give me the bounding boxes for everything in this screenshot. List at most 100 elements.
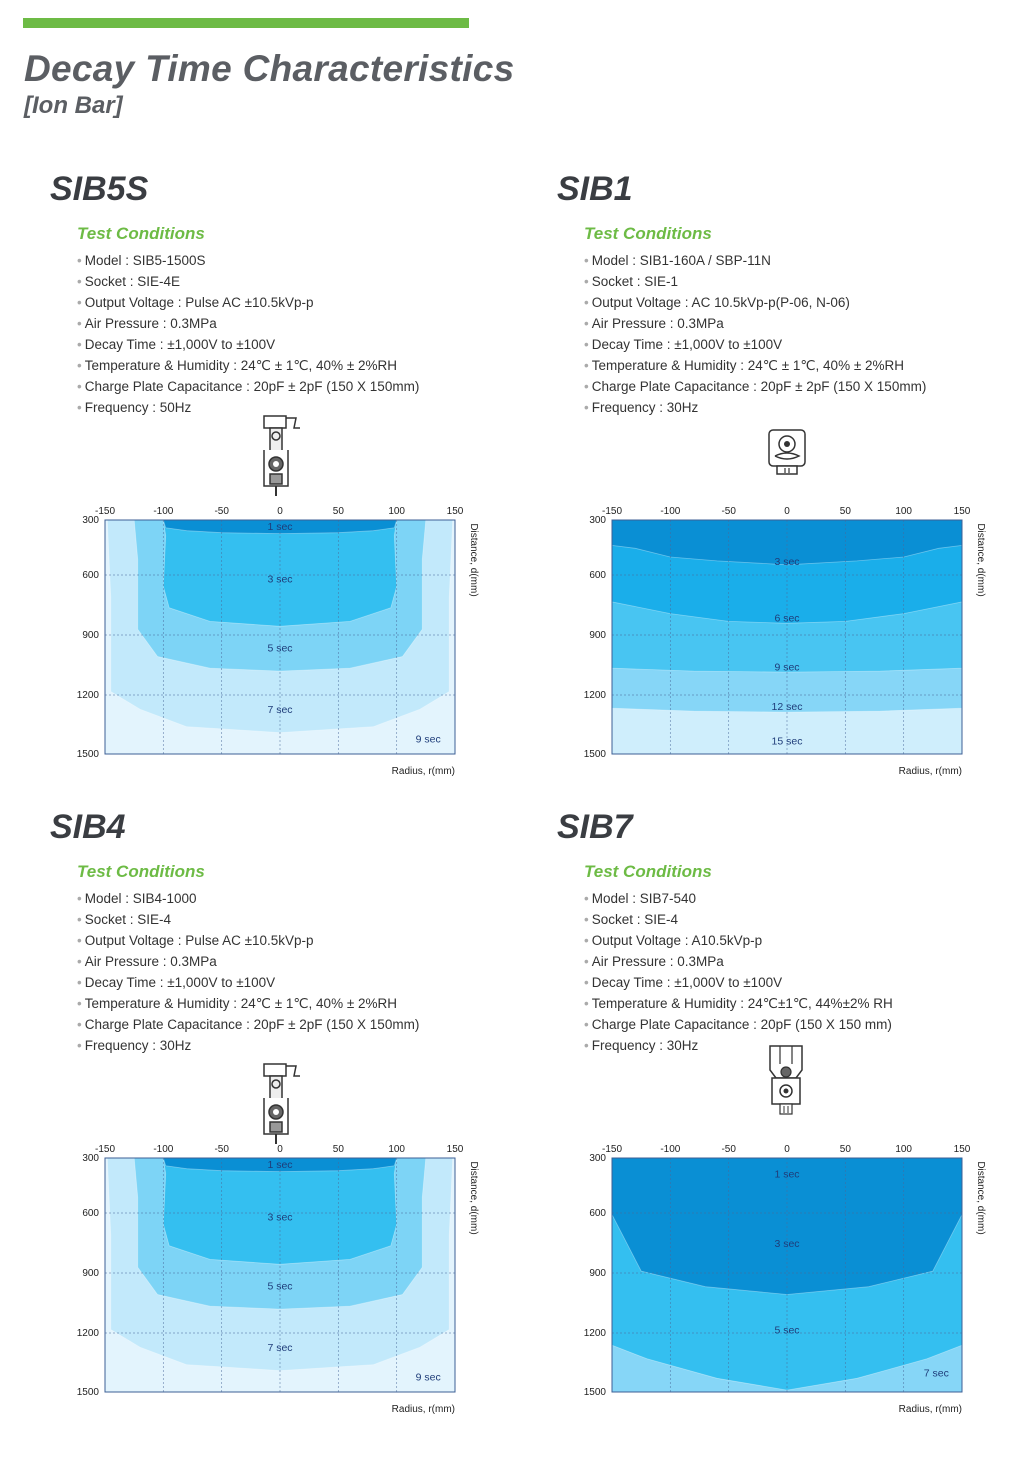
condition-item: • Frequency : 30Hz	[77, 1038, 192, 1053]
x-tick-label: -150	[95, 506, 115, 517]
decay-zone-area	[162, 519, 398, 535]
condition-item: • Air Pressure : 0.3MPa	[584, 954, 724, 969]
x-tick-label: -50	[214, 1144, 229, 1155]
x-axis-title: Radius, r(mm)	[899, 1404, 962, 1415]
condition-text: Model : SIB1-160A / SBP-11N	[591, 253, 771, 268]
x-tick-label: -100	[660, 1144, 680, 1155]
zone-label: 5 sec	[774, 1325, 799, 1337]
y-tick-label: 1200	[584, 690, 607, 701]
condition-text: Temperature & Humidity : 24℃ ± 1℃, 40% ±…	[591, 358, 904, 373]
test-conditions-heading: Test Conditions	[584, 862, 712, 881]
condition-text: Socket : SIE-4E	[84, 274, 181, 289]
y-tick-label: 1200	[584, 1328, 607, 1339]
x-axis-title: Radius, r(mm)	[899, 766, 962, 777]
y-tick-label: 900	[589, 1268, 606, 1279]
condition-text: Charge Plate Capacitance : 20pF ± 2pF (1…	[84, 1017, 420, 1032]
condition-text: Air Pressure : 0.3MPa	[84, 316, 217, 331]
zone-label: 7 sec	[924, 1368, 949, 1380]
zone-label: 9 sec	[416, 1371, 441, 1383]
x-tick-label: 150	[954, 506, 971, 517]
condition-item: • Model : SIB5-1500S	[77, 253, 206, 268]
condition-text: Frequency : 30Hz	[591, 400, 699, 415]
condition-item: • Charge Plate Capacitance : 20pF ± 2pF (…	[584, 379, 927, 394]
condition-item: • Output Voltage : AC 10.5kVp-p(P-06, N-0…	[584, 295, 850, 310]
x-tick-label: 0	[784, 506, 790, 517]
y-tick-label: 300	[589, 515, 606, 526]
y-tick-label: 1200	[77, 690, 100, 701]
zone-label: 1 sec	[267, 1159, 292, 1171]
y-tick-label: 1200	[77, 1328, 100, 1339]
condition-item: • Output Voltage : Pulse AC ±10.5kVp-p	[77, 295, 314, 310]
condition-text: Model : SIB5-1500S	[84, 253, 206, 268]
header-accent-bar	[23, 18, 469, 28]
y-tick-label: 600	[589, 1208, 606, 1219]
x-tick-label: -50	[721, 1144, 736, 1155]
zone-label: 15 sec	[772, 735, 803, 747]
x-tick-label: -50	[214, 506, 229, 517]
y-tick-label: 300	[82, 1153, 99, 1164]
x-tick-label: -100	[153, 506, 173, 517]
test-conditions-list: • Model : SIB7-540 • Socket : SIE-4 • Outpu…	[584, 888, 893, 1056]
y-tick-label: 300	[589, 1153, 606, 1164]
y-tick-label: 1500	[584, 1387, 607, 1398]
y-tick-label: 300	[82, 515, 99, 526]
x-tick-label: 0	[277, 506, 283, 517]
condition-item: • Decay Time : ±1,000V to ±100V	[584, 975, 783, 990]
y-tick-label: 1500	[77, 749, 100, 760]
y-axis-title: Distance, d(mm)	[975, 523, 986, 596]
x-tick-label: 100	[895, 506, 912, 517]
y-tick-label: 900	[82, 1268, 99, 1279]
x-axis-title: Radius, r(mm)	[392, 1404, 455, 1415]
condition-item: • Air Pressure : 0.3MPa	[77, 954, 217, 969]
product-title: SIB7	[557, 808, 633, 846]
condition-text: Model : SIB4-1000	[84, 891, 197, 906]
x-axis-title: Radius, r(mm)	[392, 766, 455, 777]
condition-item: • Output Voltage : A10.5kVp-p	[584, 933, 763, 948]
zone-label: 6 sec	[774, 613, 799, 625]
ion-bar-front-icon	[767, 428, 807, 476]
chart-frame	[611, 519, 963, 755]
product-title: SIB5S	[50, 170, 149, 208]
x-tick-label: -150	[602, 1144, 622, 1155]
condition-item: • Temperature & Humidity : 24℃ ± 1℃, 40% …	[584, 358, 904, 373]
zone-label: 1 sec	[267, 521, 292, 533]
condition-text: Decay Time : ±1,000V to ±100V	[591, 975, 783, 990]
y-tick-label: 1500	[77, 1387, 100, 1398]
x-tick-label: -100	[660, 506, 680, 517]
condition-item: • Air Pressure : 0.3MPa	[77, 316, 217, 331]
condition-text: Air Pressure : 0.3MPa	[84, 954, 217, 969]
decay-time-chart: -150 -100 -50 0 50 100 150 300 600 900 1200 1500 3 s…	[584, 506, 986, 777]
y-axis-title: Distance, d(mm)	[468, 1161, 479, 1234]
condition-text: Output Voltage : AC 10.5kVp-p(P-06, N-06…	[591, 295, 850, 310]
chart-frame	[611, 1157, 963, 1393]
condition-text: Frequency : 30Hz	[84, 1038, 192, 1053]
condition-item: • Decay Time : ±1,000V to ±100V	[77, 337, 276, 352]
y-tick-label: 600	[82, 570, 99, 581]
test-conditions-list: • Model : SIB1-160A / SBP-11N • Socket : S…	[584, 250, 926, 418]
condition-item: • Socket : SIE-4	[584, 912, 679, 927]
condition-item: • Charge Plate Capacitance : 20pF ± 2pF (…	[77, 379, 420, 394]
y-tick-label: 900	[589, 630, 606, 641]
x-tick-label: 100	[895, 1144, 912, 1155]
condition-item: • Socket : SIE-4E	[77, 274, 181, 289]
chart-frame	[104, 1157, 456, 1393]
y-tick-label: 600	[589, 570, 606, 581]
condition-item: • Temperature & Humidity : 24℃ ± 1℃, 40% …	[77, 996, 397, 1011]
condition-text: Frequency : 50Hz	[84, 400, 192, 415]
condition-item: • Charge Plate Capacitance : 20pF ± 2pF (…	[77, 1017, 420, 1032]
x-tick-label: 0	[277, 1144, 283, 1155]
condition-text: Charge Plate Capacitance : 20pF ± 2pF (1…	[591, 379, 927, 394]
ion-bar-front-nozzle-icon	[766, 1044, 806, 1118]
x-tick-label: -150	[95, 1144, 115, 1155]
condition-text: Frequency : 30Hz	[591, 1038, 699, 1053]
condition-item: • Temperature & Humidity : 24℃ ± 1℃, 40% …	[77, 358, 397, 373]
x-tick-label: 150	[447, 1144, 464, 1155]
zone-label: 3 sec	[267, 574, 292, 586]
x-tick-label: 100	[388, 1144, 405, 1155]
condition-item: • Output Voltage : Pulse AC ±10.5kVp-p	[77, 933, 314, 948]
test-conditions-list: • Model : SIB5-1500S • Socket : SIE-4E • Ou…	[77, 250, 419, 418]
page-subtitle: [Ion Bar]	[24, 92, 123, 119]
zone-label: 5 sec	[267, 1281, 292, 1293]
zone-label: 3 sec	[774, 556, 799, 568]
panel-sib4: SIB4 Test Conditions • Model : SIB4-1000 …	[50, 808, 530, 1428]
